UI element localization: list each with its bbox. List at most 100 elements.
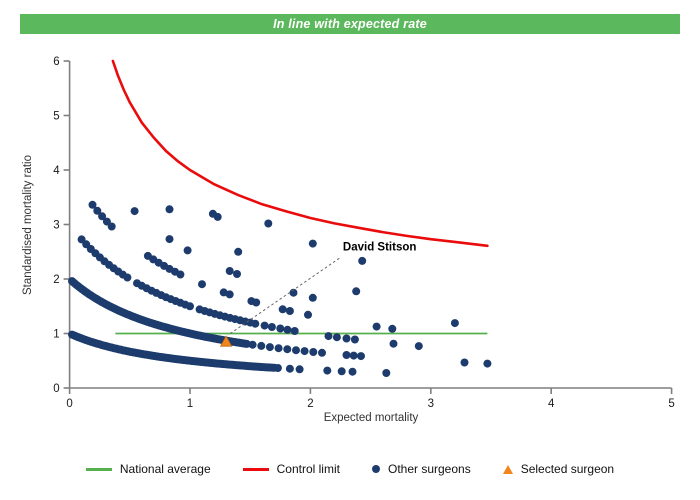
surgeon-point xyxy=(225,267,234,275)
surgeon-point xyxy=(248,340,257,349)
svg-text:1: 1 xyxy=(53,329,59,341)
surgeon-point xyxy=(352,287,361,296)
surgeon-point xyxy=(198,280,206,289)
svg-text:3: 3 xyxy=(428,398,434,410)
surgeon-point xyxy=(389,339,398,348)
surgeon-point xyxy=(348,367,357,376)
surgeon-point xyxy=(308,239,317,248)
surgeon-point xyxy=(337,367,346,376)
surgeon-point xyxy=(225,290,234,299)
surgeon-point xyxy=(251,319,260,328)
svg-text:2: 2 xyxy=(307,398,313,410)
surgeon-point xyxy=(304,310,312,319)
svg-text:2: 2 xyxy=(53,274,59,286)
surgeon-point xyxy=(274,344,283,353)
surgeon-point xyxy=(324,332,333,341)
legend-item-control-limit: Control limit xyxy=(242,462,340,476)
surgeon-point xyxy=(265,343,274,352)
status-banner-text: In line with expected rate xyxy=(273,17,427,31)
svg-text:1: 1 xyxy=(187,398,193,410)
surgeon-point xyxy=(382,369,391,377)
surgeon-point xyxy=(234,247,243,256)
surgeon-point xyxy=(283,325,292,334)
legend-label: Other surgeons xyxy=(387,462,471,476)
surgeon-point xyxy=(483,359,492,368)
svg-text:3: 3 xyxy=(53,220,59,232)
surgeon-point xyxy=(93,206,102,215)
surgeon-point xyxy=(318,348,326,357)
surgeon-point xyxy=(123,273,132,282)
surgeon-point xyxy=(332,333,341,342)
surgeon-point xyxy=(290,327,299,335)
legend-item-national-average: National average xyxy=(85,462,211,476)
surgeon-point xyxy=(183,246,192,255)
legend-label: Selected surgeon xyxy=(520,462,615,476)
y-axis-label: Standardised mortality ratio xyxy=(22,155,34,295)
svg-text:0: 0 xyxy=(66,398,72,410)
legend-item-other-surgeons: Other surgeons xyxy=(371,462,471,476)
x-axis-label: Expected mortality xyxy=(324,412,419,424)
surgeon-point xyxy=(460,358,469,367)
national-average-line-swatch-icon xyxy=(85,467,112,471)
svg-text:4: 4 xyxy=(53,165,60,177)
surgeon-point xyxy=(414,342,423,351)
surgeon-point xyxy=(350,335,359,344)
selected-surgeon-annotation: David Stitson xyxy=(343,242,416,254)
surgeon-point xyxy=(357,352,365,361)
control-limit-line-swatch-icon xyxy=(242,467,269,471)
svg-text:4: 4 xyxy=(548,398,555,410)
surgeon-point xyxy=(165,235,174,244)
annotation-leader-line xyxy=(227,257,340,336)
surgeon-point xyxy=(285,364,294,373)
surgeon-point xyxy=(252,298,261,307)
surgeon-point xyxy=(308,293,317,302)
selected-surgeon-marker xyxy=(219,335,233,347)
surgeon-point xyxy=(267,323,276,331)
surgeon-point xyxy=(300,347,309,356)
surgeon-point xyxy=(98,212,107,221)
surgeon-point xyxy=(176,270,185,279)
other-surgeons-points xyxy=(68,200,492,377)
surgeon-point xyxy=(358,256,367,265)
control-limit-curve xyxy=(111,59,489,248)
surgeon-point xyxy=(233,270,241,278)
surgeon-point xyxy=(273,364,282,372)
surgeon-point xyxy=(309,348,318,356)
surgeon-point xyxy=(283,345,292,354)
svg-text:0: 0 xyxy=(53,383,59,395)
surgeon-point xyxy=(264,219,273,228)
surgeon-point xyxy=(450,319,459,328)
surgeon-point xyxy=(102,217,111,226)
surgeon-point xyxy=(278,305,287,314)
surgeon-point xyxy=(186,302,194,311)
legend-item-selected-surgeon: Selected surgeon xyxy=(502,462,615,476)
surgeon-point xyxy=(349,351,358,360)
surgeon-point xyxy=(388,324,397,333)
surgeon-point xyxy=(260,321,269,330)
surgeon-point xyxy=(130,207,139,216)
surgeon-point xyxy=(342,334,351,343)
legend-label: National average xyxy=(119,462,211,476)
surgeon-point xyxy=(285,307,294,315)
svg-text:5: 5 xyxy=(53,111,59,123)
surgeon-point xyxy=(323,366,332,375)
surgeon-point xyxy=(257,341,266,350)
surgeon-point xyxy=(276,324,285,333)
surgeon-point xyxy=(88,200,97,209)
chart-legend: National average Control limit Other sur… xyxy=(0,457,700,481)
legend-label: Control limit xyxy=(276,462,340,476)
axes xyxy=(63,60,673,394)
status-banner: In line with expected rate xyxy=(20,14,680,34)
tick-labels: 0 1 2 3 4 5 6 0 1 2 3 4 5 xyxy=(53,56,675,410)
surgeon-point xyxy=(165,205,174,214)
svg-text:5: 5 xyxy=(668,398,674,410)
surgeon-point xyxy=(107,222,116,231)
surgeon-point xyxy=(292,346,300,355)
svg-text:6: 6 xyxy=(53,56,59,68)
surgeon-point xyxy=(289,288,298,297)
funnel-plot-chart: Standardised mortality ratio Expected mo… xyxy=(22,56,675,424)
selected-surgeon-triangle-swatch-icon xyxy=(502,464,513,474)
surgeon-point xyxy=(213,212,222,221)
surgeon-point xyxy=(342,351,351,359)
surgeon-point xyxy=(295,365,304,374)
